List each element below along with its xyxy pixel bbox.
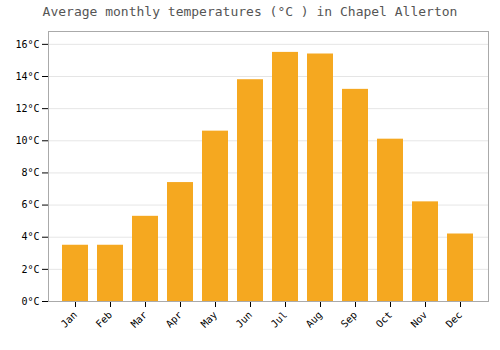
svg-text:4°C: 4°C [21,231,39,242]
svg-text:Apr: Apr [164,309,185,330]
svg-text:6°C: 6°C [21,199,39,210]
svg-text:Dec: Dec [444,309,465,330]
svg-text:Jul: Jul [269,309,290,330]
svg-text:May: May [199,309,220,330]
svg-text:Jan: Jan [59,309,80,330]
svg-text:Nov: Nov [409,309,430,330]
svg-text:Sep: Sep [339,309,360,330]
svg-text:Aug: Aug [304,309,325,330]
svg-text:Mar: Mar [129,309,150,330]
svg-text:14°C: 14°C [15,71,39,82]
svg-text:8°C: 8°C [21,167,39,178]
html-text:Average monthly temperatures (: Average monthly temperatures (°C ) in Ch… [42,4,458,19]
svg-text:2°C: 2°C [21,264,39,275]
svg-text:Feb: Feb [94,309,115,330]
svg-text:Oct: Oct [374,309,395,330]
svg-text:Jun: Jun [234,309,255,330]
svg-text:16°C: 16°C [15,39,39,50]
svg-text:0°C: 0°C [21,296,39,307]
svg-text:10°C: 10°C [15,135,39,146]
svg-text:12°C: 12°C [15,103,39,114]
